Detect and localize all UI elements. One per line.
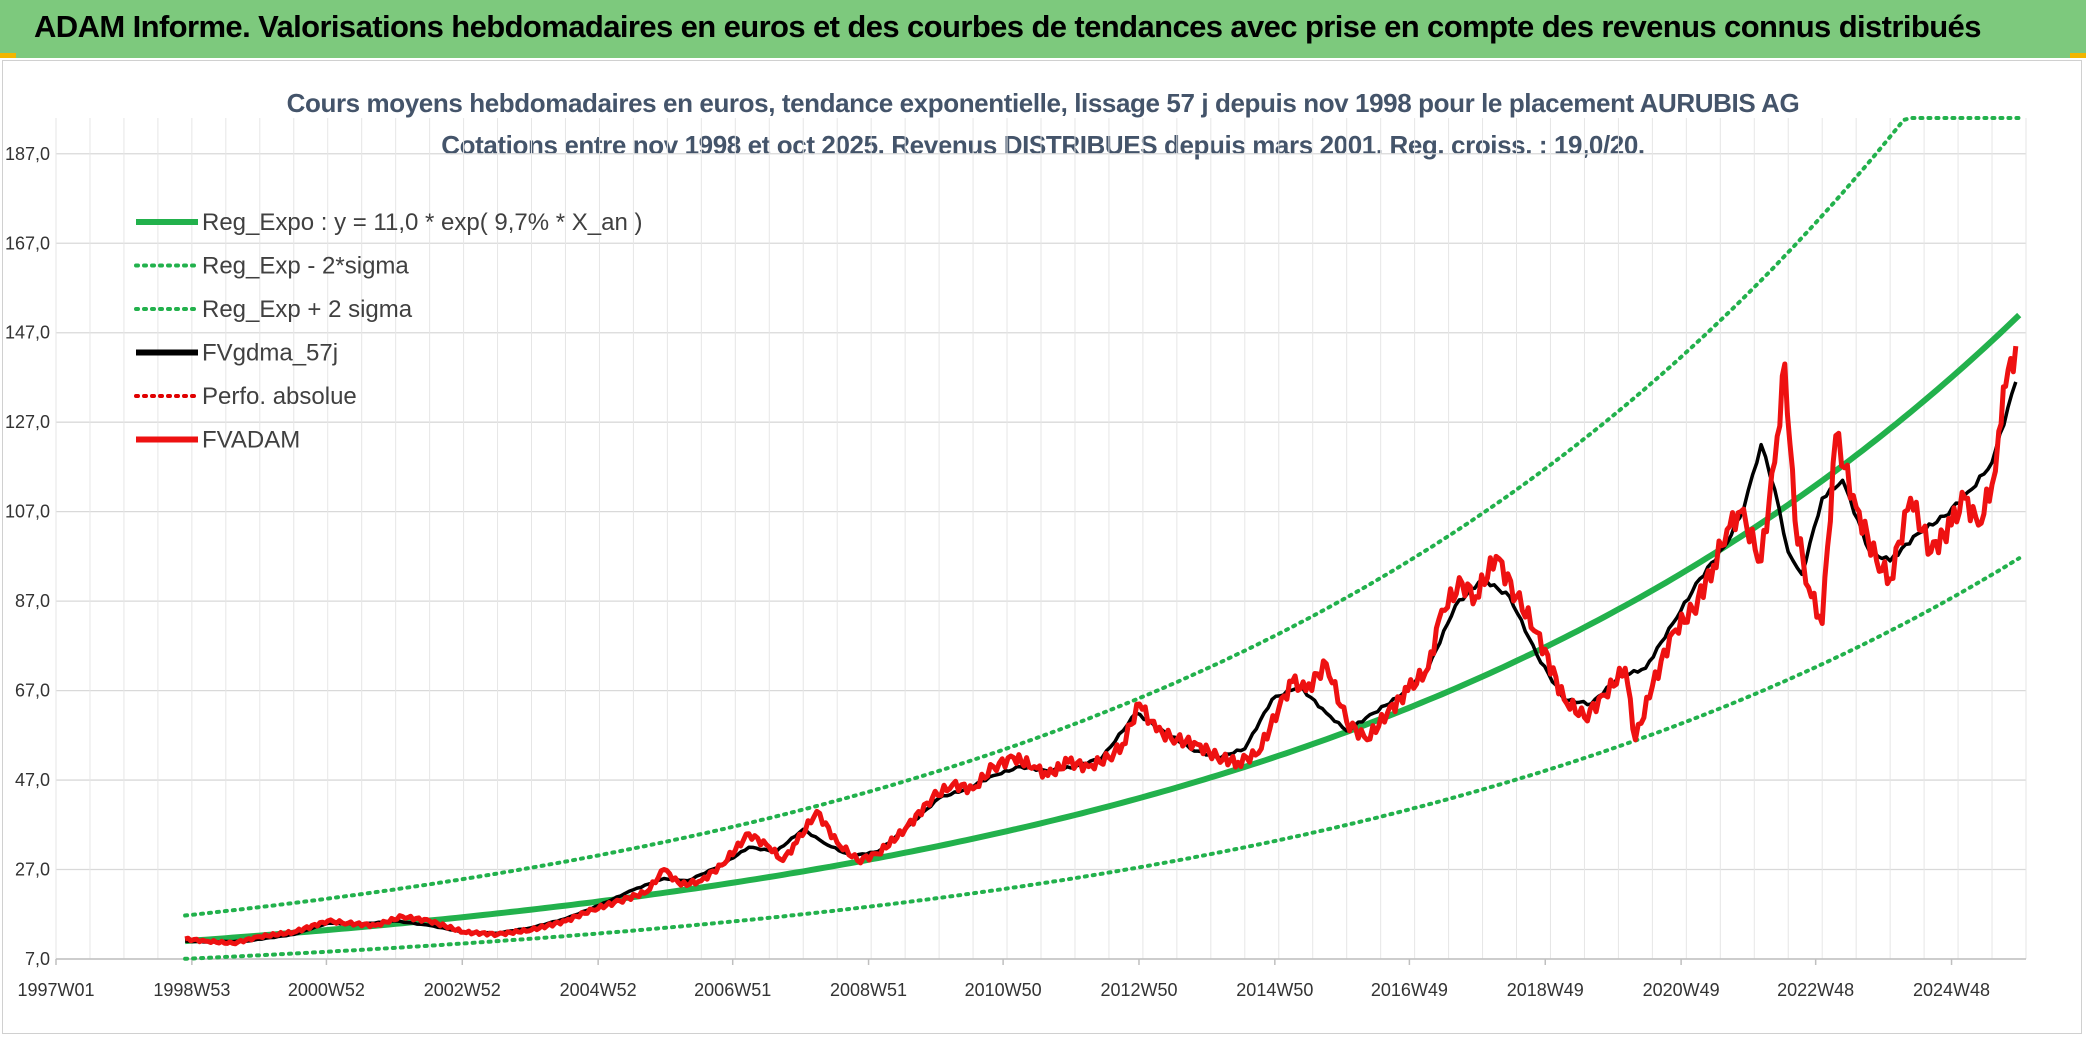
chart-plot-area	[183, 116, 2022, 961]
x-tick-label: 2004W52	[560, 980, 637, 1000]
y-tick-label: 147,0	[5, 323, 50, 343]
x-tick-label: 2010W50	[965, 980, 1042, 1000]
chart-title: Cours moyens hebdomadaires en euros, ten…	[286, 88, 1800, 118]
x-tick-label: 2022W48	[1777, 980, 1854, 1000]
legend-label: Reg_Exp - 2*sigma	[202, 253, 409, 280]
x-tick-label: 2024W48	[1913, 980, 1990, 1000]
chart-axes: 7,0 27,0 47,0 67,0 87,0 107,0 127,0 147,0 167,0 1…	[5, 144, 2026, 1000]
x-tick-label: 2000W52	[288, 980, 365, 1000]
chart-frame	[2, 60, 2082, 1034]
y-tick-label: 167,0	[5, 233, 50, 253]
series-reg-expo	[184, 312, 2022, 945]
y-tick-label: 27,0	[15, 860, 50, 880]
y-tick-label: 47,0	[15, 770, 50, 790]
chart-legend: Reg_Expo : y = 11,0 * exp( 9,7% * X_an )…	[134, 209, 642, 454]
page-title: ADAM Informe. Valorisations hebdomadaire…	[34, 9, 1981, 44]
x-tick-label: 2020W49	[1643, 980, 1720, 1000]
series-fvgdma-57j	[185, 381, 2018, 944]
x-tick-label: 2006W51	[694, 980, 771, 1000]
legend-label: FVADAM	[202, 427, 300, 454]
header-banner: ADAM Informe. Valorisations hebdomadaire…	[0, 0, 2086, 58]
legend-label: Reg_Exp + 2 sigma	[202, 296, 413, 323]
y-tick-label: 107,0	[5, 502, 50, 522]
y-tick-label: 127,0	[5, 412, 50, 432]
legend-label: Perfo. absolue	[202, 383, 357, 410]
x-tick-label: 2002W52	[424, 980, 501, 1000]
x-tick-label: 2016W49	[1371, 980, 1448, 1000]
series-reg-minus-2sigma	[183, 556, 2022, 961]
legend-label: Reg_Expo : y = 11,0 * exp( 9,7% * X_an )	[202, 209, 642, 236]
corner-marker-left	[0, 53, 16, 58]
chart-subtitle: Cotations entre nov 1998 et oct 2025. Re…	[441, 130, 1645, 160]
y-tick-label: 187,0	[5, 144, 50, 164]
x-tick-label: 1998W53	[153, 980, 230, 1000]
y-tick-label: 7,0	[25, 949, 50, 969]
x-tick-label: 2012W50	[1100, 980, 1177, 1000]
x-tick-label: 2008W51	[830, 980, 907, 1000]
series-fvadam	[184, 345, 2019, 947]
y-tick-label: 87,0	[15, 591, 50, 611]
x-tick-label: 2018W49	[1507, 980, 1584, 1000]
x-tick-label: 2014W50	[1236, 980, 1313, 1000]
legend-label: FVgdma_57j	[202, 340, 338, 367]
x-tick-label: 1997W01	[17, 980, 94, 1000]
corner-marker-right	[2070, 53, 2086, 58]
y-tick-label: 67,0	[15, 681, 50, 701]
